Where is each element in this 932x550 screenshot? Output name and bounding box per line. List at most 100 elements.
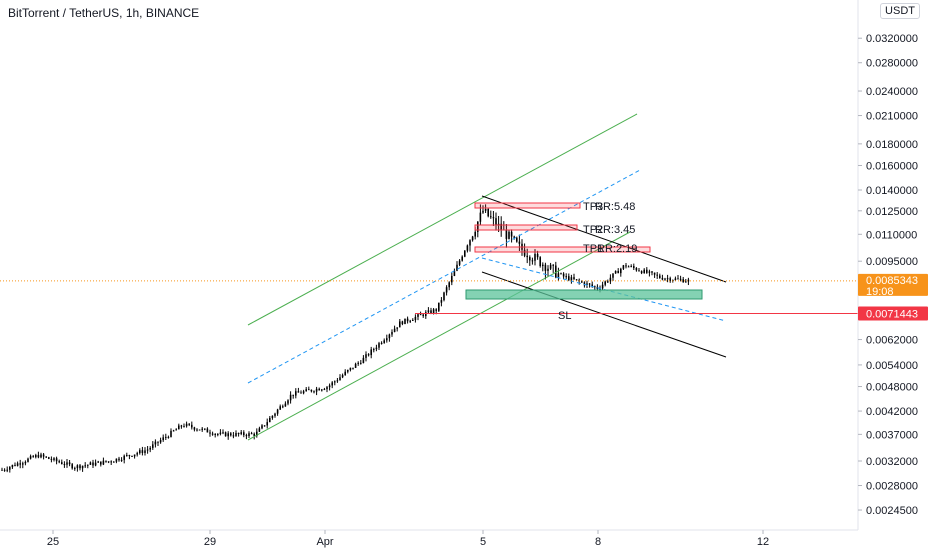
candle-body bbox=[14, 464, 16, 466]
black-channel-lower[interactable] bbox=[481, 271, 727, 358]
candle-body bbox=[107, 461, 110, 463]
candle-body bbox=[256, 431, 258, 436]
candle-body bbox=[607, 281, 609, 283]
candle-body bbox=[139, 450, 141, 454]
candle-body bbox=[664, 278, 666, 280]
y-tick-label: 0.0095000 bbox=[866, 256, 918, 268]
candle-body bbox=[118, 458, 120, 461]
candle-body bbox=[399, 321, 401, 328]
candle-body bbox=[393, 328, 396, 332]
candle-body bbox=[276, 409, 279, 414]
candle-body bbox=[341, 375, 344, 378]
tp3-label: TP3 bbox=[583, 201, 603, 213]
candle-body bbox=[183, 426, 185, 428]
candle-body bbox=[435, 309, 437, 311]
candle-body bbox=[336, 380, 339, 382]
candle-body bbox=[94, 462, 97, 466]
candle-body bbox=[575, 279, 578, 281]
candle-body bbox=[471, 236, 474, 241]
blue-midline[interactable] bbox=[247, 169, 641, 384]
candle-body bbox=[71, 464, 73, 469]
candle-body bbox=[11, 464, 14, 468]
green-channel-lower[interactable] bbox=[247, 231, 631, 441]
candle-body bbox=[97, 461, 99, 463]
time-axis[interactable]: 25 29 Apr 5 8 12 bbox=[47, 530, 769, 548]
candle-body bbox=[16, 463, 19, 466]
entry-zone[interactable] bbox=[465, 289, 703, 300]
candle-body bbox=[204, 428, 206, 430]
candle-body bbox=[477, 221, 479, 232]
candle-body bbox=[495, 218, 497, 226]
y-tick-label: 0.0180000 bbox=[866, 139, 918, 151]
candle-body bbox=[604, 281, 606, 285]
currency-button[interactable]: USDT bbox=[880, 3, 920, 19]
y-tick-label: 0.0054000 bbox=[866, 360, 918, 372]
candle-body bbox=[266, 422, 268, 426]
candle-body bbox=[315, 388, 318, 392]
candle-body bbox=[425, 312, 427, 317]
candle-body bbox=[685, 281, 687, 283]
candle-body bbox=[440, 300, 443, 303]
candle-body bbox=[544, 264, 547, 271]
tp1-zone[interactable] bbox=[474, 246, 651, 253]
candle-body bbox=[526, 255, 528, 258]
rr3-label: RR:5.48 bbox=[595, 201, 635, 213]
tp2-zone[interactable] bbox=[474, 224, 578, 231]
y-tick-label: 0.0280000 bbox=[866, 58, 918, 70]
candle-body bbox=[157, 441, 159, 443]
candle-body bbox=[248, 433, 250, 437]
candle-body bbox=[674, 278, 677, 281]
candle-body bbox=[386, 338, 388, 341]
candle-body bbox=[552, 264, 554, 266]
candle-body bbox=[612, 273, 614, 278]
y-tick-label: 0.0240000 bbox=[866, 86, 918, 98]
candle-body bbox=[58, 461, 60, 463]
candle-body bbox=[79, 465, 81, 469]
black-channel-upper[interactable] bbox=[481, 195, 727, 283]
y-tick-label: 0.0028000 bbox=[866, 481, 918, 493]
candle-body bbox=[159, 440, 162, 443]
candle-body bbox=[185, 423, 188, 427]
candle-body bbox=[154, 441, 157, 445]
candle-body bbox=[263, 425, 266, 427]
candle-body bbox=[456, 264, 458, 271]
x-tick-label: Apr bbox=[316, 536, 333, 548]
candle-body bbox=[344, 371, 346, 376]
candle-body bbox=[219, 432, 222, 434]
candle-body bbox=[474, 231, 476, 237]
candle-body bbox=[430, 310, 432, 314]
candle-body bbox=[396, 327, 398, 329]
candle-body bbox=[529, 257, 531, 261]
x-tick-label: 25 bbox=[47, 536, 59, 548]
candle-body bbox=[357, 362, 359, 364]
candle-body bbox=[516, 237, 518, 242]
candle-body bbox=[32, 456, 34, 458]
candle-body bbox=[443, 292, 445, 301]
candle-body bbox=[76, 465, 79, 469]
candle-body bbox=[334, 381, 336, 383]
candle-body bbox=[401, 321, 404, 325]
candle-body bbox=[201, 428, 203, 430]
candle-body bbox=[146, 449, 149, 451]
candle-body bbox=[419, 314, 422, 316]
candle-body bbox=[305, 389, 307, 392]
y-tick-label: 0.0037000 bbox=[866, 429, 918, 441]
rr1-label: RR:2.19 bbox=[597, 243, 637, 255]
candle-body bbox=[196, 429, 198, 431]
candle-body bbox=[638, 270, 640, 272]
candle-body bbox=[170, 430, 172, 437]
tp3-zone[interactable] bbox=[474, 202, 581, 209]
candle-body bbox=[274, 413, 276, 416]
candle-body bbox=[235, 433, 237, 436]
candle-body bbox=[55, 458, 58, 462]
price-axis[interactable]: 0.0320000 0.0280000 0.0240000 0.0210000 0.01… bbox=[858, 33, 928, 517]
candle-body bbox=[487, 208, 489, 217]
candle-body bbox=[445, 287, 448, 293]
tp2-label: TP2 bbox=[583, 224, 603, 236]
candle-body bbox=[328, 385, 331, 388]
y-tick-label: 0.0024500 bbox=[866, 505, 918, 517]
green-channel-upper[interactable] bbox=[247, 113, 638, 326]
candle-body bbox=[560, 273, 562, 275]
